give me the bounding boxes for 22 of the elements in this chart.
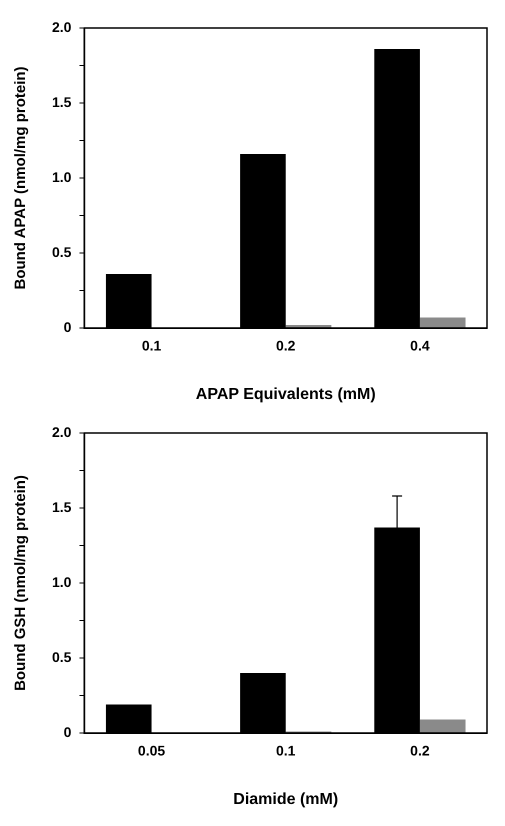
y-tick-label: 2.0 — [52, 18, 72, 35]
y-tick-label: 2.0 — [52, 424, 72, 440]
y-tick-label: 1.5 — [52, 94, 72, 110]
y-tick-label: 0 — [64, 318, 72, 335]
bar — [420, 720, 466, 732]
x-tick-label: 0.2 — [276, 337, 296, 354]
y-tick-label: 0 — [64, 724, 72, 740]
x-tick-label: 0.1 — [276, 742, 296, 758]
bar — [420, 318, 466, 328]
x-tick-label: 0.2 — [410, 742, 430, 758]
y-tick-label: 1.5 — [52, 498, 72, 515]
x-tick-label: 0.1 — [142, 337, 162, 354]
y-tick-label: 0.5 — [52, 244, 72, 260]
x-tick-label: 0.4 — [410, 337, 430, 354]
y-axis-title: Bound GSH (nmol/mg protein) — [12, 475, 30, 691]
y-tick-label: 1.0 — [52, 168, 72, 185]
y-tick-label: 1.0 — [52, 574, 72, 590]
y-tick-label: 0.5 — [52, 648, 72, 665]
x-axis-title: APAP Equivalents (mM) — [196, 386, 376, 403]
y-axis-title: Bound APAP (nmol/mg protein) — [12, 66, 30, 290]
x-axis-title: Diamide (mM) — [233, 790, 338, 808]
x-tick-label: 0.05 — [138, 742, 166, 758]
